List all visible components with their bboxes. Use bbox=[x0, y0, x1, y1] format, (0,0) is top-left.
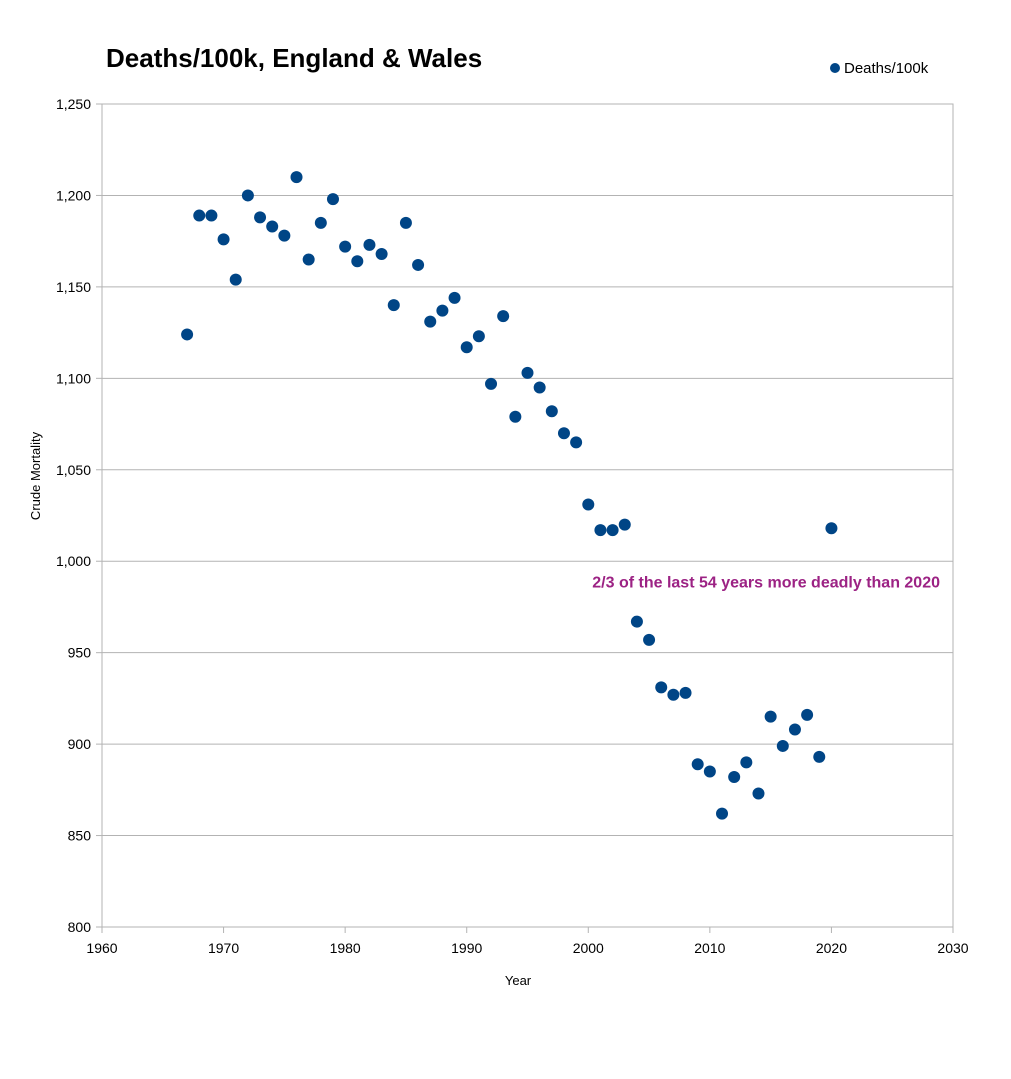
y-tick-label: 1,100 bbox=[56, 370, 91, 386]
data-point-1975 bbox=[278, 229, 291, 242]
data-point-1973 bbox=[254, 211, 267, 224]
data-point-1985 bbox=[399, 216, 412, 229]
y-tick-label: 1,050 bbox=[56, 462, 91, 478]
x-tick-label: 2030 bbox=[937, 940, 968, 956]
data-point-2018 bbox=[801, 708, 814, 721]
data-point-2013 bbox=[740, 756, 753, 769]
x-tick-label: 1960 bbox=[86, 940, 117, 956]
data-point-1981 bbox=[351, 255, 364, 268]
data-point-1997 bbox=[545, 405, 558, 418]
data-point-2004 bbox=[630, 615, 643, 628]
x-tick-label: 1970 bbox=[208, 940, 239, 956]
data-point-2019 bbox=[813, 750, 826, 763]
data-point-1970 bbox=[217, 233, 230, 246]
data-point-1972 bbox=[241, 189, 254, 202]
y-tick-label: 1,250 bbox=[56, 96, 91, 112]
data-point-1999 bbox=[570, 436, 583, 449]
data-point-2003 bbox=[618, 518, 631, 531]
data-points bbox=[181, 171, 838, 820]
x-tick-label: 2010 bbox=[694, 940, 725, 956]
data-point-1979 bbox=[326, 193, 339, 206]
legend-marker bbox=[830, 63, 840, 73]
data-point-2007 bbox=[667, 688, 680, 701]
data-point-2002 bbox=[606, 524, 619, 537]
data-point-2000 bbox=[582, 498, 595, 511]
y-tick-label: 1,150 bbox=[56, 279, 91, 295]
data-point-1998 bbox=[557, 427, 570, 440]
y-tick-label: 1,000 bbox=[56, 553, 91, 569]
data-point-1990 bbox=[460, 341, 473, 354]
data-point-1993 bbox=[497, 310, 510, 323]
data-point-1982 bbox=[363, 238, 376, 251]
data-point-1992 bbox=[485, 377, 498, 390]
data-point-1996 bbox=[533, 381, 546, 394]
x-tick-label: 1980 bbox=[330, 940, 361, 956]
data-point-2010 bbox=[703, 765, 716, 778]
x-tick-label: 2020 bbox=[816, 940, 847, 956]
y-axis-tick-labels: 800 850 900 950 1,000 1,050 1,100 1,150 1,200 1,2… bbox=[56, 96, 91, 935]
chart-title: Deaths/100k, England & Wales bbox=[106, 43, 482, 73]
data-point-2011 bbox=[716, 807, 729, 820]
x-axis-tick-labels: 1960 1970 1980 1990 2000 2010 2020 2030 bbox=[86, 940, 968, 956]
legend: Deaths/100k bbox=[830, 60, 929, 77]
data-point-1977 bbox=[302, 253, 315, 266]
data-point-1968 bbox=[193, 209, 206, 222]
x-tick-label: 2000 bbox=[573, 940, 604, 956]
data-point-1988 bbox=[436, 304, 449, 317]
data-point-2012 bbox=[728, 771, 741, 784]
data-point-1994 bbox=[509, 410, 522, 423]
data-point-2008 bbox=[679, 686, 692, 699]
y-tick-label: 900 bbox=[68, 736, 92, 752]
data-point-2005 bbox=[643, 633, 656, 646]
data-point-1976 bbox=[290, 171, 303, 184]
data-point-2016 bbox=[776, 739, 789, 752]
data-point-1967 bbox=[181, 328, 194, 341]
data-point-1995 bbox=[521, 366, 534, 379]
data-point-1989 bbox=[448, 291, 461, 304]
data-point-2020 bbox=[825, 522, 838, 535]
data-point-1980 bbox=[339, 240, 352, 253]
data-point-2006 bbox=[655, 681, 668, 694]
data-point-1983 bbox=[375, 247, 388, 260]
data-point-1978 bbox=[314, 216, 327, 229]
data-point-2001 bbox=[594, 524, 607, 537]
data-point-1991 bbox=[472, 330, 485, 343]
data-point-1969 bbox=[205, 209, 218, 222]
data-point-1986 bbox=[412, 258, 425, 271]
data-point-2014 bbox=[752, 787, 765, 800]
data-point-1987 bbox=[424, 315, 437, 328]
data-point-2017 bbox=[788, 723, 801, 736]
y-tick-label: 800 bbox=[68, 919, 92, 935]
gridlines bbox=[96, 103, 954, 933]
data-point-2009 bbox=[691, 758, 704, 771]
data-point-2015 bbox=[764, 710, 777, 723]
y-axis-title: Crude Mortality bbox=[28, 431, 43, 520]
legend-label: Deaths/100k bbox=[844, 60, 929, 77]
y-tick-label: 850 bbox=[68, 828, 92, 844]
x-tick-label: 1990 bbox=[451, 940, 482, 956]
data-point-1984 bbox=[387, 299, 400, 312]
data-point-1974 bbox=[266, 220, 279, 233]
y-tick-label: 1,200 bbox=[56, 187, 91, 203]
x-axis-title: Year bbox=[505, 973, 532, 988]
data-point-1971 bbox=[229, 273, 242, 286]
plot-area-frame bbox=[101, 103, 954, 928]
annotation-text: 2/3 of the last 54 years more deadly tha… bbox=[592, 574, 940, 591]
y-tick-label: 950 bbox=[68, 645, 92, 661]
